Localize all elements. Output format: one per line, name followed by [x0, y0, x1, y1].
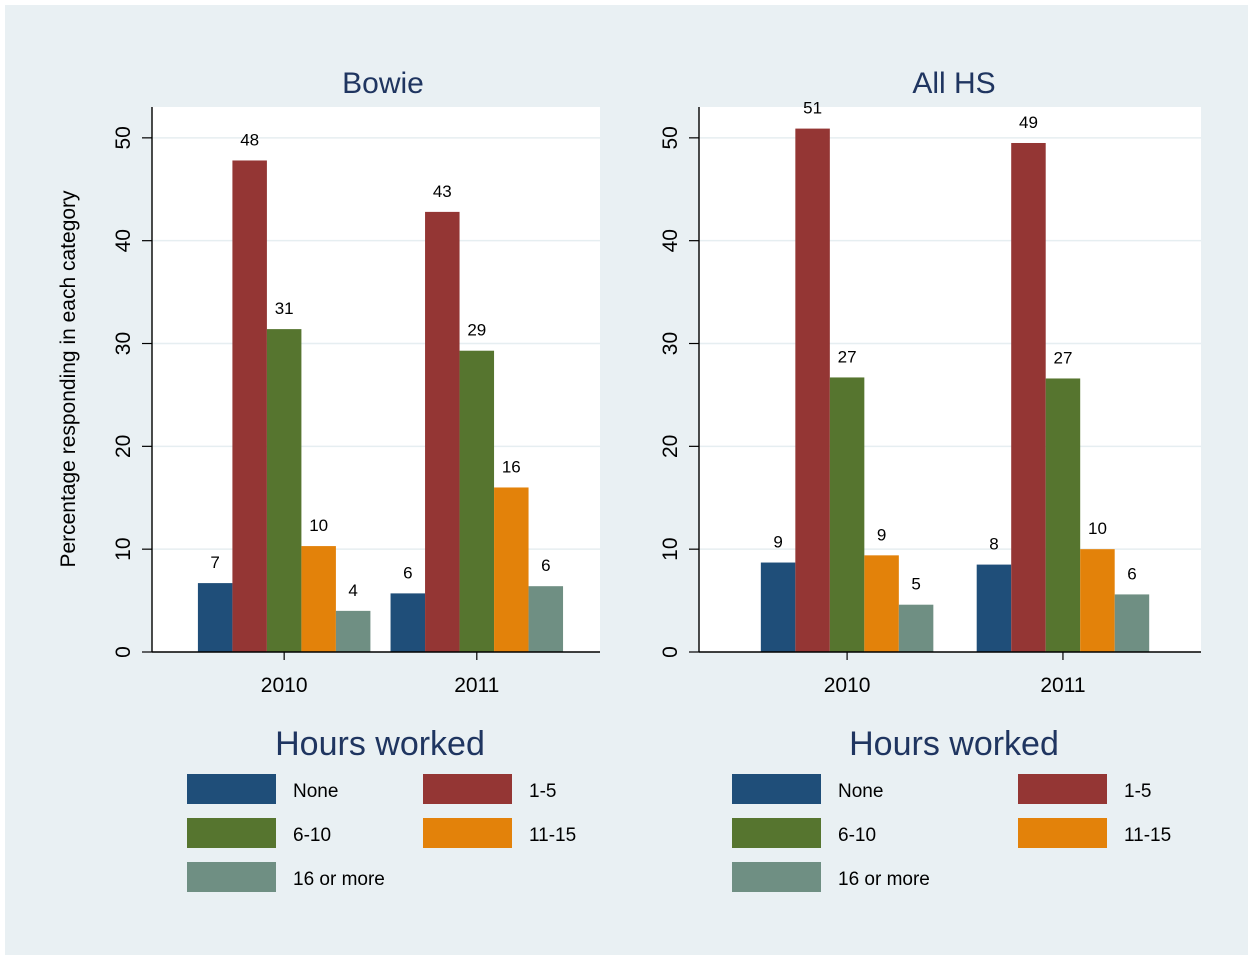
bar-11-15-2010: [301, 546, 336, 652]
bar-none-2011: [976, 564, 1012, 652]
data-label: 31: [275, 299, 294, 318]
bar-1-5-2011: [425, 211, 460, 653]
y-tick-label: 0: [112, 646, 135, 658]
data-label: 9: [877, 525, 886, 544]
legend-swatch: [732, 818, 821, 848]
y-tick-label: 10: [112, 537, 135, 560]
y-axis-label: Percentage responding in each category: [57, 190, 80, 568]
plot-area: [699, 107, 1201, 652]
legend-swatch: [732, 862, 821, 892]
legend-swatch: [1018, 774, 1107, 804]
data-label: 48: [240, 130, 259, 149]
legend-swatch: [423, 774, 512, 804]
legend-label: 6-10: [293, 825, 331, 846]
legend-label: None: [838, 781, 883, 802]
data-label: 6: [1127, 564, 1136, 583]
bar-none-2010: [197, 583, 233, 652]
data-label: 10: [309, 516, 328, 535]
legend-swatch: [187, 818, 276, 848]
bar-6-10-2010: [266, 329, 302, 652]
bar-11-15-2011: [1080, 549, 1115, 652]
legend-label: 1-5: [529, 781, 556, 802]
legend-swatch: [1018, 818, 1107, 848]
bar-16-or-more-2011: [1114, 594, 1150, 652]
data-label: 7: [210, 553, 219, 572]
legend-swatch: [187, 774, 276, 804]
y-tick-label: 30: [112, 332, 135, 355]
legend-title: Hours worked: [275, 725, 485, 763]
legend-label: 6-10: [838, 825, 876, 846]
chart-title: Bowie: [342, 67, 424, 100]
legend-title: Hours worked: [849, 725, 1059, 763]
legend-swatch: [187, 862, 276, 892]
y-tick-label: 0: [659, 646, 682, 658]
chart-title: All HS: [912, 67, 995, 100]
bar-11-15-2010: [864, 555, 899, 652]
y-tick-label: 20: [112, 435, 135, 458]
bar-none-2010: [760, 562, 796, 652]
legend-label: None: [293, 781, 338, 802]
bar-6-10-2011: [1045, 378, 1081, 652]
data-label: 6: [541, 556, 550, 575]
bar-16-or-more-2010: [898, 604, 934, 652]
legend-swatch: [732, 774, 821, 804]
data-label: 43: [433, 182, 452, 201]
bar-none-2011: [390, 593, 426, 652]
data-label: 9: [773, 533, 782, 552]
data-label: 49: [1019, 113, 1038, 132]
y-tick-label: 40: [112, 229, 135, 252]
data-label: 10: [1088, 519, 1107, 538]
y-tick-label: 50: [659, 126, 682, 149]
data-label: 27: [1053, 348, 1072, 367]
data-label: 4: [348, 581, 357, 600]
x-tick-label: 2010: [824, 674, 871, 697]
legend-label: 16 or more: [838, 869, 930, 890]
bar-16-or-more-2011: [528, 586, 564, 652]
y-tick-label: 20: [659, 435, 682, 458]
y-tick-label: 50: [112, 126, 135, 149]
legend-label: 11-15: [529, 825, 576, 846]
x-tick-label: 2011: [1040, 674, 1085, 697]
bar-1-5-2010: [232, 160, 267, 653]
y-tick-label: 10: [659, 537, 682, 560]
legend-swatch: [423, 818, 512, 848]
data-label: 8: [989, 535, 998, 554]
y-tick-label: 30: [659, 332, 682, 355]
data-label: 16: [502, 457, 521, 476]
data-label: 6: [403, 563, 412, 582]
x-tick-label: 2010: [261, 674, 308, 697]
bar-1-5-2011: [1011, 142, 1046, 652]
y-tick-label: 40: [659, 229, 682, 252]
data-label: 5: [911, 575, 920, 594]
legend-label: 1-5: [1124, 781, 1151, 802]
bar-6-10-2010: [829, 377, 865, 652]
data-label: 27: [838, 347, 857, 366]
bar-11-15-2011: [494, 487, 529, 652]
bar-6-10-2011: [459, 350, 495, 652]
bar-16-or-more-2010: [335, 610, 371, 652]
legend-label: 16 or more: [293, 869, 385, 890]
legend-label: 11-15: [1124, 825, 1171, 846]
x-tick-label: 2011: [454, 674, 499, 697]
data-label: 51: [803, 99, 822, 118]
data-label: 29: [467, 321, 486, 340]
bar-1-5-2010: [795, 128, 830, 652]
